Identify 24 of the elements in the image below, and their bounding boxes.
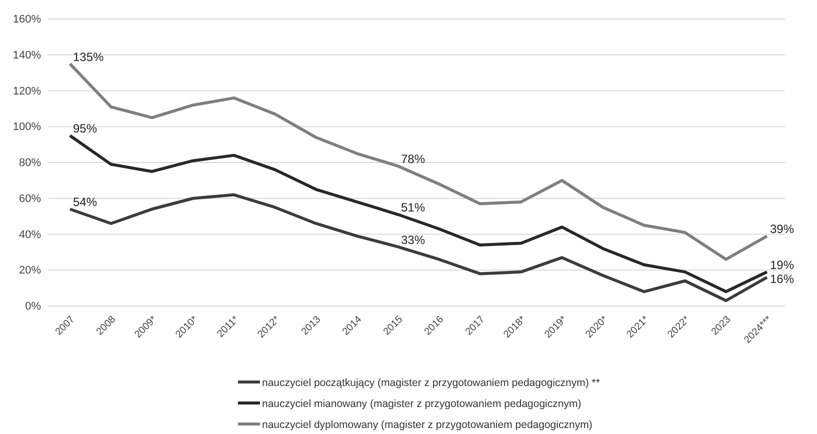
data-label: 54%: [73, 195, 98, 210]
y-tick-label: 20%: [18, 264, 42, 277]
line-series: [68, 193, 768, 302]
y-tick-label: 60%: [18, 192, 42, 205]
data-label: 16%: [770, 272, 794, 286]
line-series: [68, 62, 768, 261]
legend-label: nauczyciel mianowany (magister z przygotowaniem pedagogicznym): [262, 398, 582, 410]
y-tick-label: 0%: [25, 300, 42, 313]
y-tick-label: 160%: [12, 14, 42, 26]
legend-label: nauczyciel dyplomowany (magister z przygotowaniem pedagogicznym): [262, 419, 592, 431]
y-tick-label: 100%: [12, 121, 42, 134]
y-tick-label: 120%: [12, 85, 42, 98]
data-label: 19%: [770, 258, 794, 272]
y-tick-label: 80%: [18, 157, 42, 170]
data-label: 95%: [73, 122, 98, 136]
y-tick-label: 40%: [18, 228, 42, 241]
data-label: 33%: [401, 232, 426, 247]
data-label: 135%: [73, 50, 104, 64]
legend-label: nauczyciel początkujący (magister z przygotowaniem pedagogicznym) **: [262, 377, 600, 389]
line-series: [68, 134, 768, 294]
data-label: 51%: [401, 200, 426, 215]
data-label: 39%: [770, 222, 794, 236]
data-label: 78%: [401, 152, 426, 166]
y-tick-label: 140%: [12, 49, 42, 62]
